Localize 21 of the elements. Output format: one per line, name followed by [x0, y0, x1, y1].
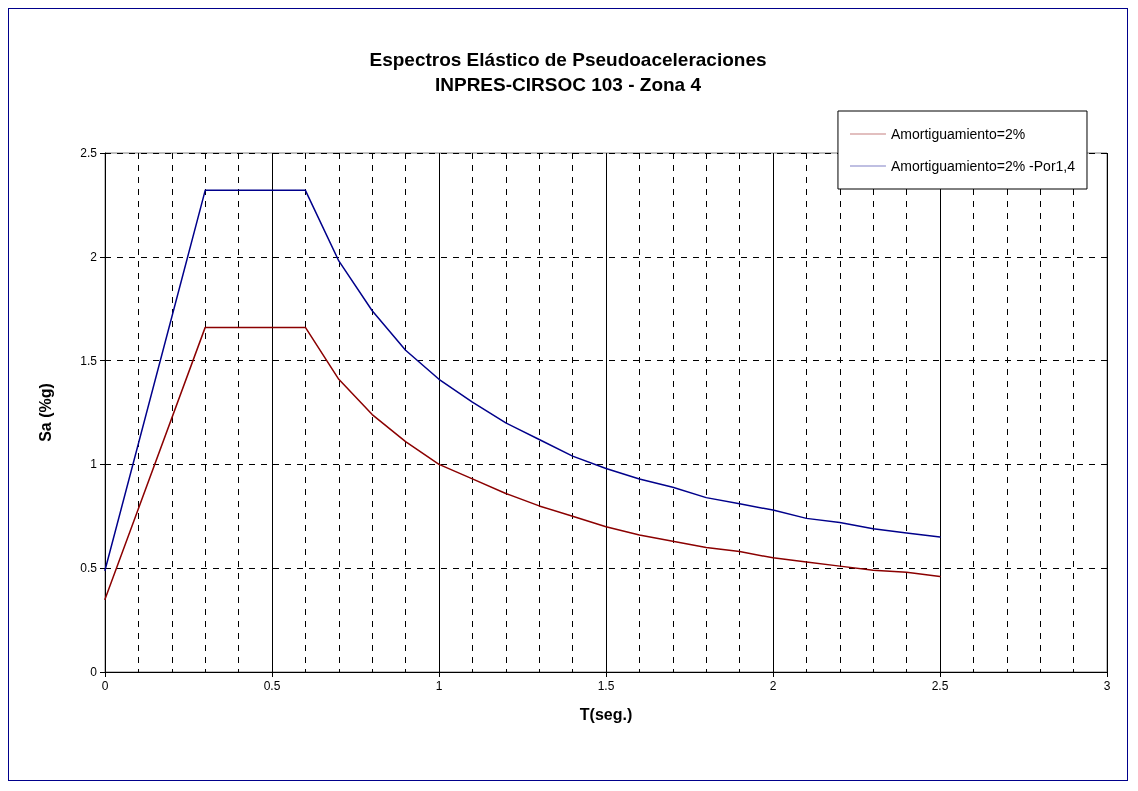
y-tick-label: 2: [90, 249, 98, 264]
x-axis-title: T(seg.): [579, 705, 633, 723]
x-tick-label: 0: [101, 679, 109, 693]
y-tick-label: 0.5: [80, 561, 98, 576]
legend-label: Amortiguamiento=2% -Por1,4: [890, 158, 1076, 174]
x-tick-label: 0.5: [263, 679, 281, 693]
chart-subtitle: INPRES-CIRSOC 103 - Zona 4: [434, 74, 702, 95]
x-tick-label: 1.5: [597, 679, 615, 693]
y-tick-label: 0: [90, 665, 98, 679]
x-tick-label: 2.5: [931, 679, 949, 693]
chart-title: Espectros Elástico de Pseudoaceleraciones: [369, 49, 767, 70]
legend-label: Amortiguamiento=2%: [890, 126, 1026, 142]
x-tick-label: 1: [435, 679, 443, 693]
line-series: [104, 189, 941, 572]
y-tick-label: 1.5: [80, 353, 98, 368]
x-tick-label: 2: [769, 679, 777, 693]
line-series: [104, 326, 941, 601]
y-tick-label: 2.5: [80, 146, 98, 160]
y-tick-label: 1: [90, 457, 98, 472]
y-axis-title: Sa (%g): [36, 383, 54, 442]
x-tick-label: 3: [1103, 679, 1111, 693]
